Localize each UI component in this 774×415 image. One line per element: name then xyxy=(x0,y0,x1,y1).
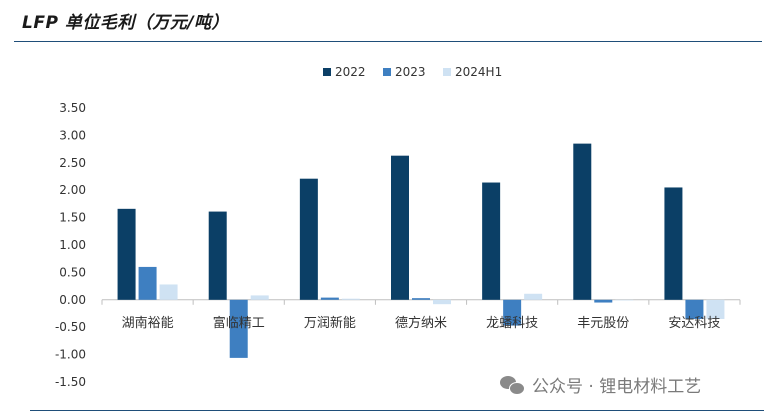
y-tick-label: -1.00 xyxy=(55,348,86,362)
bar-2022 xyxy=(117,208,136,300)
bar-2023 xyxy=(594,299,613,303)
x-tick-label: 万润新能 xyxy=(304,315,356,331)
bar-2022 xyxy=(664,187,683,300)
bar-2024H1 xyxy=(615,299,634,301)
bar-2024H1 xyxy=(159,284,178,300)
x-tick-label: 德方纳米 xyxy=(395,315,447,331)
legend-label: 2023 xyxy=(395,65,426,79)
legend-swatch-2024H1 xyxy=(443,68,451,76)
watermark: 公众号 · 锂电材料工艺 xyxy=(500,372,701,397)
y-tick-label: 1.00 xyxy=(59,238,86,252)
bar-2023 xyxy=(229,299,248,358)
bar-2024H1 xyxy=(524,293,543,300)
chart-title: LFP 单位毛利（万元/吨） xyxy=(22,13,230,33)
y-tick-label: 1.50 xyxy=(59,211,86,225)
x-tick-label: 丰元股份 xyxy=(577,316,629,331)
y-tick-label: 0.50 xyxy=(59,265,86,279)
bar-2022 xyxy=(482,182,501,300)
bar-2023 xyxy=(685,299,704,319)
wechat-icon xyxy=(500,375,525,395)
watermark-text: 公众号 · 锂电材料工艺 xyxy=(532,377,702,397)
bottom-divider xyxy=(30,410,764,411)
bar-2024H1 xyxy=(250,295,269,300)
bar-2023 xyxy=(503,299,522,326)
x-tick-label: 龙蟠科技 xyxy=(486,316,538,331)
y-tick-label: 2.50 xyxy=(59,156,86,170)
legend-label: 2024H1 xyxy=(455,65,502,79)
bar-2022 xyxy=(208,211,227,300)
y-tick-label: 3.50 xyxy=(59,101,86,115)
x-tick-label: 安达科技 xyxy=(668,316,720,331)
legend-swatch-2023 xyxy=(383,68,391,76)
y-tick-label: -0.50 xyxy=(55,320,86,334)
bar-2023 xyxy=(320,297,339,300)
bar-2022 xyxy=(299,178,318,300)
bar-2024H1 xyxy=(433,299,451,305)
y-tick-label: 3.00 xyxy=(59,128,86,142)
title-divider xyxy=(14,41,762,42)
bar-2022 xyxy=(573,143,592,300)
bar-2023 xyxy=(138,266,157,300)
bar-2022 xyxy=(391,155,409,300)
y-tick-label: 0.00 xyxy=(59,293,86,307)
legend-label: 2022 xyxy=(335,65,366,79)
x-tick-label: 湖南裕能 xyxy=(122,315,174,331)
y-tick-label: 2.00 xyxy=(59,183,86,197)
y-tick-label: -1.50 xyxy=(55,375,86,389)
bar-2023 xyxy=(412,298,430,300)
bar-2024H1 xyxy=(706,299,725,319)
bar-2024H1 xyxy=(341,298,360,300)
x-tick-label: 富临精工 xyxy=(213,315,265,331)
legend-swatch-2022 xyxy=(323,68,331,76)
